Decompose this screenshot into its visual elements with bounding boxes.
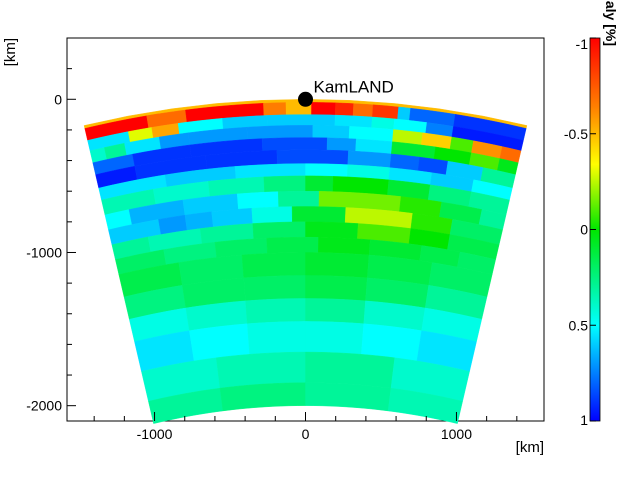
anomaly-cell-13-3 <box>305 275 368 302</box>
anomaly-cell-2-5 <box>266 114 336 127</box>
x-tick-labels: -1000 0 1000 <box>137 426 473 442</box>
anomaly-cell-17-3 <box>387 387 463 424</box>
y-axis-label: [km] <box>2 38 19 66</box>
colorbar-ticks: -1 -0.5 0 0.5 1 <box>564 36 596 428</box>
anomaly-cell-1-6 <box>311 102 336 116</box>
anomaly-cell-12-2 <box>241 252 306 279</box>
anomaly-cell-6-3 <box>305 163 348 178</box>
anomaly-cell-11-4 <box>318 237 371 256</box>
anomaly-cell-3-6 <box>312 125 350 139</box>
anomaly-cell-15-3 <box>305 321 364 355</box>
anomaly-cell-4-4 <box>326 137 357 152</box>
anomaly-cell-9-5 <box>291 206 346 223</box>
anomaly-cell-2-7 <box>371 116 395 130</box>
colorbar-tick-label: -1 <box>576 36 589 52</box>
anomaly-cell-9-4 <box>251 206 293 224</box>
anomaly-cell-7-3 <box>263 175 306 193</box>
anomaly-cell-14-3 <box>305 298 366 324</box>
anomaly-cell-17-1 <box>219 382 306 412</box>
anomaly-cell-8-3 <box>236 191 279 210</box>
y-tick-label: -2000 <box>26 398 62 414</box>
anomaly-cell-1-7 <box>335 102 354 117</box>
y-tick-label: -1000 <box>26 244 62 260</box>
anomaly-cell-13-2 <box>243 275 306 302</box>
anomaly-cell-7-4 <box>305 175 334 192</box>
anomaly-cell-8-4 <box>277 191 320 208</box>
x-axis-label: [km] <box>516 439 544 456</box>
anomaly-cell-1-8 <box>352 103 374 118</box>
anomaly-cell-5-3 <box>276 149 349 165</box>
x-tick-label: -1000 <box>137 426 173 442</box>
anomaly-cell-3-5 <box>246 125 314 140</box>
anomaly-cell-17-2 <box>305 382 392 412</box>
y-tick-labels: -2000 -1000 0 <box>26 91 62 413</box>
colorbar-tick-label: -0.5 <box>564 126 588 142</box>
anomaly-cell-1-9 <box>372 104 399 120</box>
anomaly-cell-10-3 <box>252 221 306 240</box>
x-tick-label: 1000 <box>441 426 472 442</box>
anomaly-cell-1-10 <box>397 106 411 121</box>
colorbar-title: Seismic Wave Speed Anomaly [%] <box>603 0 619 46</box>
anomaly-cell-15-2 <box>247 321 306 355</box>
anomaly-cell-14-2 <box>245 298 306 324</box>
anomaly-cell-10-4 <box>305 221 359 240</box>
y-tick-label: 0 <box>54 91 62 107</box>
x-tick-label: 0 <box>302 426 310 442</box>
heatmap-cells <box>83 99 528 424</box>
axis-ticks <box>67 37 518 421</box>
kamland-marker <box>298 91 313 107</box>
colorbar-tick-label: 0 <box>580 222 588 238</box>
anomaly-cell-11-3 <box>266 236 319 254</box>
colorbar-tick-label: 1 <box>580 412 588 428</box>
anomaly-cell-4-3 <box>261 137 328 152</box>
colorbar: -1 -0.5 0 0.5 1 Seismic Wave Speed Anomaly [… <box>564 0 619 428</box>
kamland-label: KamLAND <box>314 77 394 96</box>
anomaly-cell-1-4 <box>263 102 287 116</box>
colorbar-tick-label: 0.5 <box>569 317 589 333</box>
anomaly-cell-12-3 <box>305 252 370 279</box>
